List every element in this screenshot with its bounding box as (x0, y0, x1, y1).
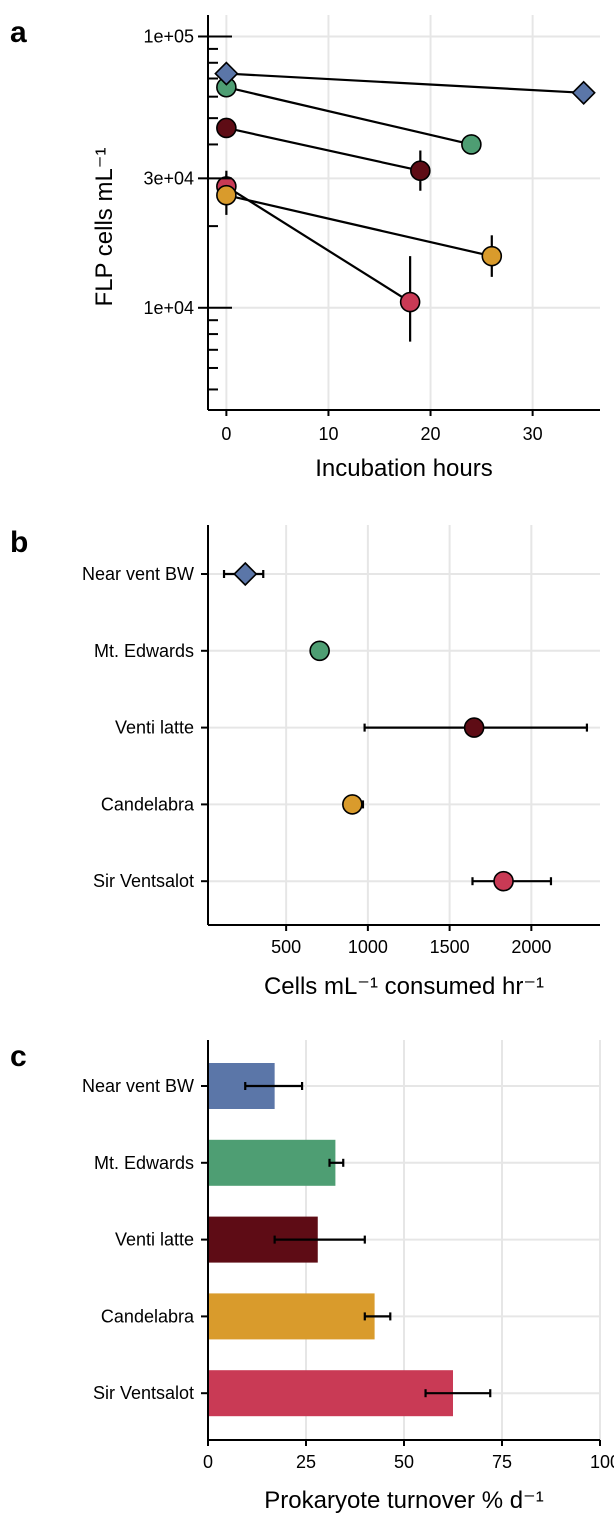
panel-c-y-tick-label: Near vent BW (82, 1076, 194, 1096)
point-candelabra (342, 794, 363, 815)
panel-a-y-tick-label: 1e+05 (143, 26, 194, 46)
panel-c-x-tick-label: 25 (296, 1452, 316, 1472)
point-venti-latte (410, 160, 431, 182)
panel-b-y-tick-label: Sir Ventsalot (93, 871, 194, 891)
panel-a-y-axis-title: FLP cells mL⁻¹ (91, 148, 118, 307)
panel-c-x-axis-title: Prokaryote turnover % d⁻¹ (264, 1487, 543, 1514)
panel-a: a 0 10 20 30 1e+04 3e+04 1e+05 Incubation hour… (10, 15, 600, 482)
panel-b-x-tick-label: 1500 (430, 937, 470, 957)
point-mt-edwards (461, 134, 482, 155)
panel-c-x-tick-label: 75 (492, 1452, 512, 1472)
point-mt-edwards (309, 640, 330, 662)
bar-sir-ventsalot (208, 1370, 453, 1417)
point-sir-ventsalot (399, 291, 421, 313)
panel-b-points (233, 561, 514, 892)
series-line-mt-edwards (226, 86, 472, 146)
panel-a-error-bars (225, 135, 493, 342)
series-line-venti-latte (226, 126, 421, 172)
panel-c-y-tick-label: Venti latte (115, 1230, 194, 1250)
panel-a-y-tick-label: 1e+04 (143, 298, 194, 318)
panel-letter-b: b (10, 526, 28, 559)
panel-b-y-tick-label: Mt. Edwards (94, 641, 194, 661)
panel-c-bars (208, 1063, 453, 1417)
point-near-vent-bw (571, 80, 596, 105)
panel-a-x-tick-label: 10 (318, 424, 338, 444)
panel-c-x-tick-label: 100 (590, 1452, 614, 1472)
panel-letter-c: c (10, 1040, 27, 1073)
series-line-near-vent-bw (226, 72, 584, 94)
panel-a-lines (225, 72, 584, 303)
point-near-vent-bw (233, 561, 258, 587)
panel-letter-a: a (10, 16, 27, 49)
panel-c-y-tick-label: Sir Ventsalot (93, 1383, 194, 1403)
panel-b: b 500 1000 1500 2000 Near vent BW Mt. Edwards… (10, 525, 600, 1000)
panel-b-y-tick-label: Near vent BW (82, 564, 194, 584)
panel-b-axes: 500 1000 1500 2000 Near vent BW Mt. Edwards Ve… (82, 525, 600, 957)
panel-b-x-tick-label: 1000 (348, 937, 388, 957)
panel-a-points (214, 61, 596, 313)
series-line-candelabra (226, 194, 493, 258)
point-venti-latte (216, 117, 237, 139)
panel-c-x-tick-label: 0 (203, 1452, 213, 1472)
point-candelabra (216, 184, 237, 206)
panel-b-x-tick-label: 2000 (511, 937, 551, 957)
panel-a-x-tick-label: 0 (221, 424, 231, 444)
panel-c-y-tick-label: Candelabra (101, 1306, 195, 1326)
panel-a-x-tick-label: 30 (523, 424, 543, 444)
panel-a-x-axis-title: Incubation hours (315, 455, 492, 482)
series-line-sir-ventsalot (225, 185, 411, 303)
panel-c-axes: 0 25 50 75 100 Near vent BW Mt. Edwards Venti l… (82, 1040, 614, 1472)
panel-c-y-tick-label: Mt. Edwards (94, 1153, 194, 1173)
point-sir-ventsalot (493, 870, 514, 892)
panel-b-y-tick-label: Candelabra (101, 794, 195, 814)
point-near-vent-bw (214, 61, 239, 86)
panel-c: c 0 25 50 75 100 Near vent BW Mt. Edwards Venti… (10, 1040, 614, 1514)
bar-candelabra (208, 1293, 375, 1340)
panel-b-y-tick-label: Venti latte (115, 718, 194, 738)
panel-a-x-tick-label: 20 (421, 424, 441, 444)
panel-b-grid (208, 525, 600, 925)
panel-c-x-tick-label: 50 (394, 1452, 414, 1472)
point-candelabra (481, 245, 503, 267)
panel-a-axes: 0 10 20 30 1e+04 3e+04 1e+05 (143, 15, 600, 444)
point-venti-latte (463, 717, 485, 738)
panel-a-y-tick-label: 3e+04 (143, 168, 194, 188)
panel-c-error-bars (244, 1082, 492, 1398)
bar-mt-edwards (208, 1139, 336, 1186)
panel-b-x-tick-label: 500 (271, 937, 301, 957)
panel-b-x-axis-title: Cells mL⁻¹ consumed hr⁻¹ (264, 973, 544, 1000)
